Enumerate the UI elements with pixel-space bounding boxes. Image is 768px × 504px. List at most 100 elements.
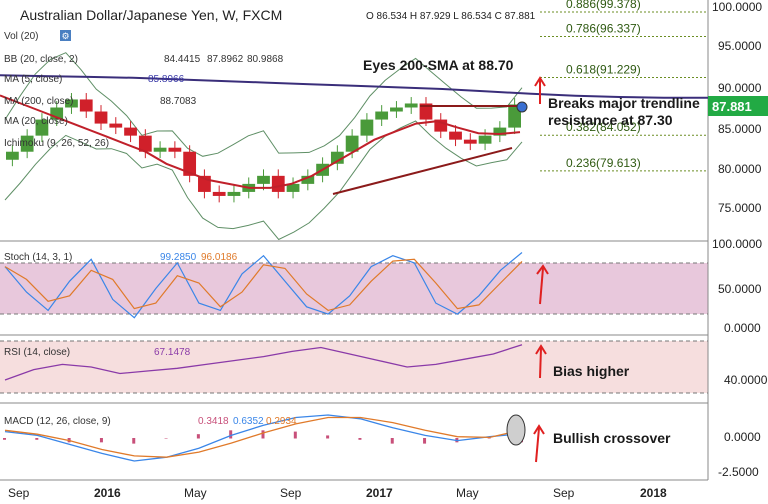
price-tick: 75.0000	[718, 201, 762, 215]
up-arrow-icon	[533, 424, 545, 463]
candle-body	[463, 139, 477, 144]
macd-value-2: 0.6352	[233, 416, 264, 427]
candle-body	[330, 151, 344, 164]
macd-hist-bar	[132, 438, 136, 444]
time-label: Sep	[280, 486, 302, 500]
macd-note: Bullish crossover	[553, 430, 671, 446]
settings-button[interactable]	[60, 30, 71, 41]
stoch-d-line	[4, 258, 523, 312]
support-trendline	[332, 147, 513, 195]
ma200-label: MA (200, close)	[4, 96, 73, 107]
macd-value-3: 0.2934	[266, 416, 297, 427]
stoch-label: Stoch (14, 3, 1)	[4, 252, 72, 263]
ma5-value: 85.8966	[148, 74, 185, 85]
macd-tick: 0.0000	[724, 430, 761, 444]
rsi-label: RSI (14, close)	[4, 347, 70, 358]
candle-body	[153, 147, 167, 152]
candle-body	[390, 107, 403, 112]
candle-body	[79, 99, 93, 112]
candle-body	[183, 151, 197, 176]
stoch-d-value: 96.0186	[201, 252, 238, 263]
stoch-k-value: 99.2850	[160, 252, 197, 263]
bb-upper-line	[4, 52, 523, 157]
stoch-k-line	[4, 252, 523, 319]
ma200-value: 88.7083	[160, 96, 197, 107]
rsi-tick: 40.0000	[724, 373, 768, 387]
candle-body	[6, 151, 19, 160]
rsi-band	[0, 341, 708, 393]
candle-body	[478, 135, 492, 144]
candle-body	[212, 191, 226, 196]
time-label: 2016	[94, 486, 121, 500]
price-tick: 100.0000	[712, 0, 762, 14]
macd-hist-bar	[390, 438, 394, 444]
ma200-line	[0, 74, 709, 99]
macd-hist-bar	[229, 430, 233, 439]
current-price-value: 87.881	[712, 99, 752, 114]
rsi-line	[4, 344, 523, 381]
stoch-tick: 50.0000	[718, 282, 762, 296]
ma5-label: MA (5, close)	[4, 74, 62, 85]
macd-hist-bar	[293, 431, 297, 439]
macd-hist-bar	[326, 435, 330, 439]
macd-hist-bar	[3, 438, 6, 440]
macd-hist-bar	[99, 438, 103, 443]
breakout-marker	[516, 101, 528, 113]
fib-label: 0.236(79.613)	[566, 156, 641, 170]
candle-body	[94, 111, 108, 124]
macd-hist-bar	[35, 438, 39, 440]
bb-value-3: 80.9868	[247, 54, 284, 65]
rsi-note: Bias higher	[553, 363, 630, 379]
signal-line	[4, 416, 523, 458]
candle-body	[109, 123, 123, 128]
fib-label: 0.618(91.229)	[566, 63, 641, 77]
up-arrow-icon	[534, 76, 546, 104]
current-price-badge	[708, 96, 768, 116]
ichimoku-label: Ichimoku (9, 26, 52, 26)	[4, 138, 109, 149]
candle-body	[360, 119, 374, 136]
fib-label: 0.382(84.052)	[566, 120, 641, 134]
macd-hist-bar	[358, 438, 362, 440]
candle-body	[301, 175, 315, 184]
candle-body	[257, 175, 270, 184]
bb-lower-line	[4, 120, 523, 241]
candle-body	[65, 99, 78, 108]
time-label: May	[184, 486, 207, 500]
up-arrow-icon	[536, 264, 549, 305]
price-tick: 85.0000	[718, 122, 762, 136]
bb-value-2: 87.8962	[207, 54, 244, 65]
price-tick: 95.0000	[718, 39, 762, 53]
time-label: 2017	[366, 486, 393, 500]
time-label: Sep	[8, 486, 30, 500]
gear-icon: ⚙	[62, 31, 70, 41]
stoch-tick: 100.0000	[712, 237, 762, 251]
crossover-highlight	[506, 414, 526, 446]
stoch-tick: 0.0000	[724, 321, 761, 335]
time-label: May	[456, 486, 479, 500]
price-tick: 90.0000	[718, 81, 762, 95]
stoch-panel	[4, 252, 523, 319]
candle-body	[375, 111, 389, 120]
macd-hist-bar	[261, 430, 265, 439]
fib-label: 0.786(96.337)	[566, 21, 641, 35]
candle-body	[168, 147, 182, 152]
macd-hist-bar	[196, 434, 200, 439]
fib-levels: 0.886(99.378) 0.786(96.337) 0.618(91.229) 0…	[540, 0, 708, 172]
stoch-band	[0, 263, 708, 314]
macd-value-1: 0.3418	[198, 416, 229, 427]
macd-line	[4, 414, 523, 462]
candle-body	[449, 131, 462, 140]
price-tick: 80.0000	[718, 162, 762, 176]
up-arrow-icon	[535, 344, 547, 379]
candle-body	[124, 127, 137, 136]
candle-body	[345, 135, 359, 152]
rsi-panel	[4, 344, 523, 381]
macd-hist-bar	[164, 438, 168, 439]
bb-label: BB (20, close, 2)	[4, 54, 78, 65]
sma-note: Eyes 200-SMA at 88.70	[363, 57, 514, 73]
macd-hist-bar	[423, 438, 427, 444]
ma20-label: MA (20, close)	[4, 116, 68, 127]
trendline-note-1: Breaks major trendline	[548, 95, 700, 111]
